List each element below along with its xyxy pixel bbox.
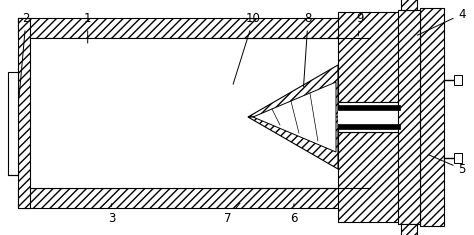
Text: 1: 1: [84, 12, 91, 43]
Bar: [30, 38, 370, 188]
Text: 7: 7: [224, 203, 240, 225]
Bar: [338, 110, 400, 124]
Bar: [338, 102, 400, 132]
Bar: [8, 72, 18, 175]
Bar: [338, 102, 370, 188]
Polygon shape: [253, 82, 336, 152]
Text: 10: 10: [233, 12, 261, 84]
Text: 5: 5: [429, 155, 466, 176]
Text: 4: 4: [417, 8, 466, 35]
Bar: [398, 10, 420, 224]
Bar: [338, 132, 400, 222]
Bar: [18, 18, 370, 38]
Bar: [18, 188, 370, 208]
Bar: [401, 0, 417, 10]
Text: 8: 8: [303, 12, 312, 86]
Bar: [401, 224, 417, 235]
Text: 2: 2: [19, 12, 30, 96]
Text: 6: 6: [290, 204, 298, 225]
Bar: [338, 105, 400, 110]
Polygon shape: [248, 117, 338, 169]
Bar: [18, 18, 30, 208]
Bar: [30, 38, 246, 188]
Text: 9: 9: [356, 12, 364, 36]
Bar: [338, 12, 400, 102]
Bar: [338, 124, 400, 129]
Bar: [454, 153, 462, 163]
Bar: [420, 8, 444, 226]
Bar: [454, 75, 462, 85]
Text: 3: 3: [108, 204, 115, 225]
Polygon shape: [248, 65, 338, 117]
